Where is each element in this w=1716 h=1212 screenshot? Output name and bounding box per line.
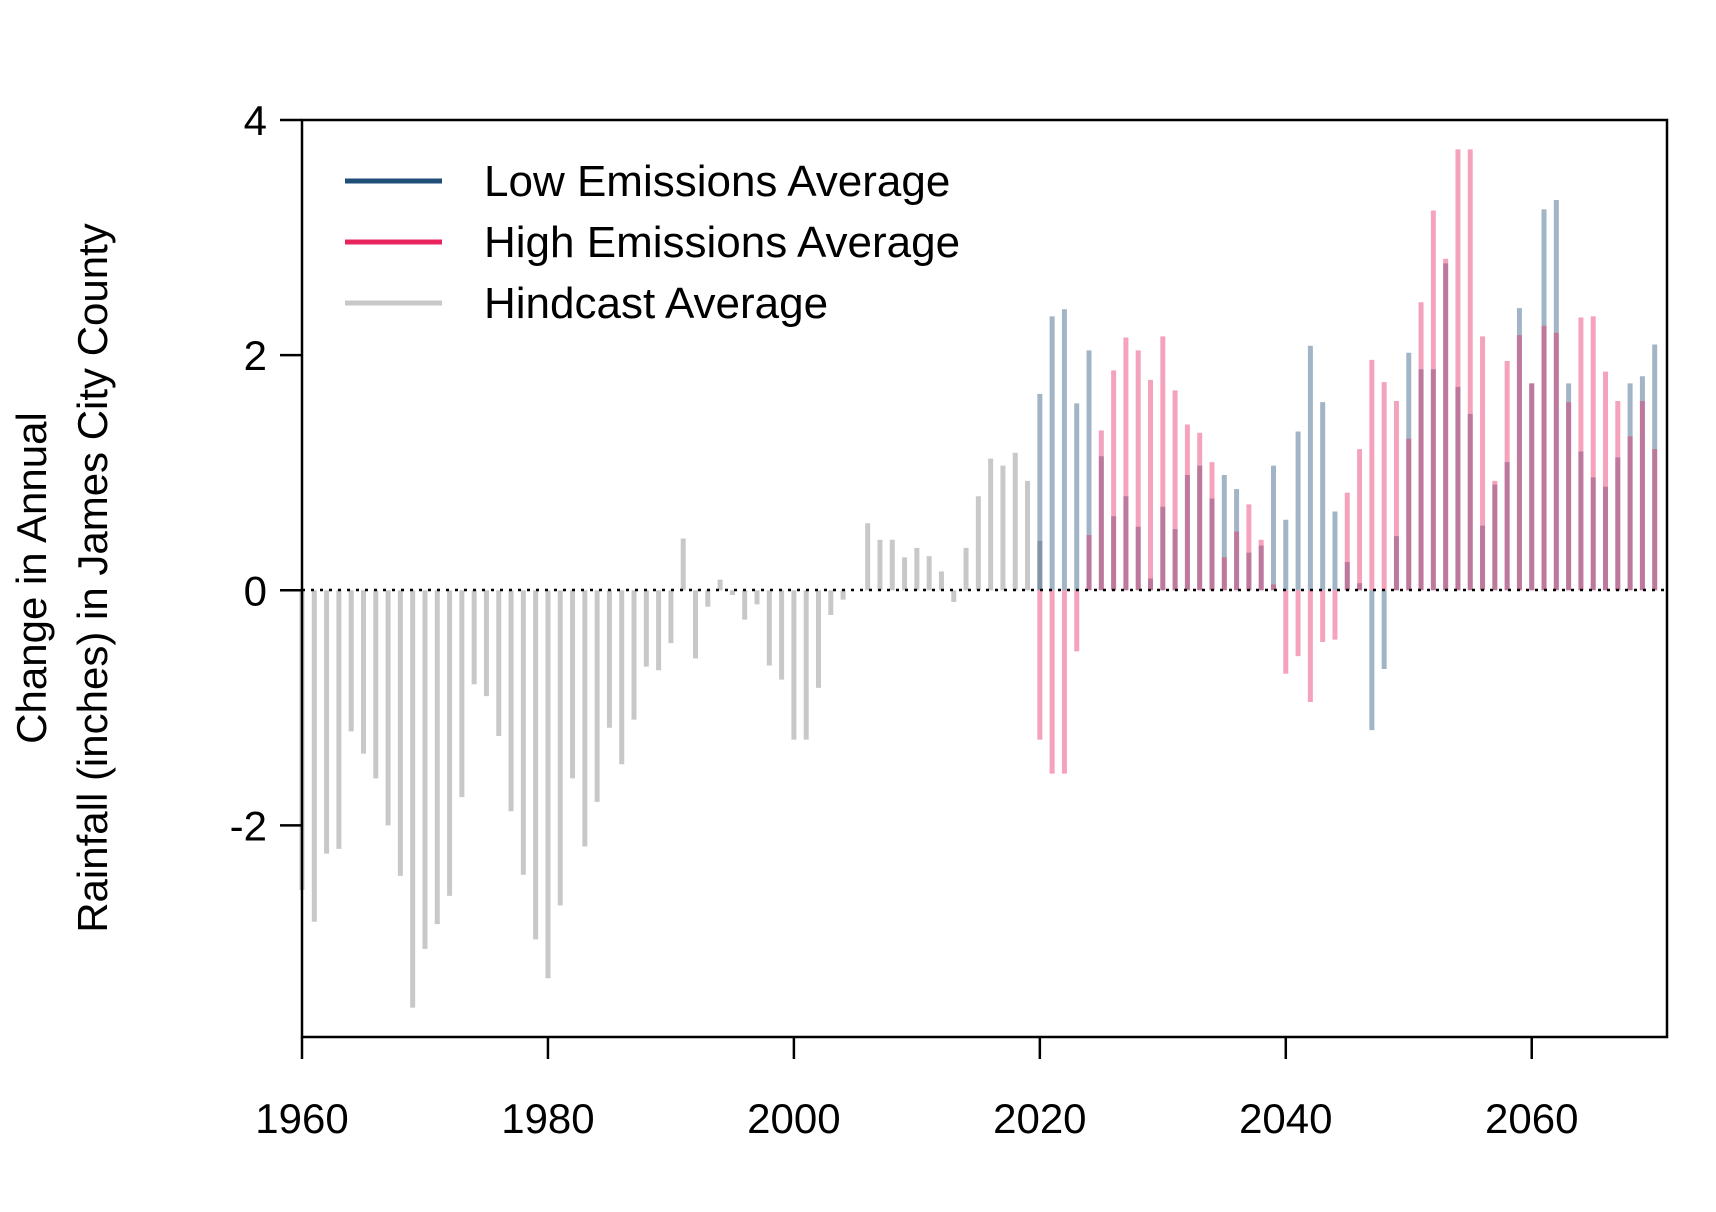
legend-label-high: High Emissions Average — [484, 218, 960, 267]
y-axis-title-line2: Rainfall (inches) in James City County — [69, 223, 116, 933]
y-tick-label: 0 — [244, 567, 267, 614]
y-axis-title-line1: Change in Annual — [8, 412, 55, 744]
x-tick-label: 2060 — [1485, 1095, 1578, 1142]
hindcast-bars — [299, 452, 1043, 1008]
high-emissions-bars — [1037, 149, 1658, 774]
y-tick-label: 2 — [244, 332, 267, 379]
legend-label-hindcast: Hindcast Average — [484, 279, 828, 328]
legend-label-low: Low Emissions Average — [484, 157, 950, 206]
y-tick-label: 4 — [244, 97, 267, 144]
plot-frame — [300, 118, 1669, 1039]
x-tick-label: 2020 — [993, 1095, 1086, 1142]
legend: Low Emissions Average High Emissions Ave… — [345, 157, 960, 328]
x-tick-label: 1980 — [501, 1095, 594, 1142]
y-axis: -2 0 2 4 — [230, 97, 302, 849]
y-tick-label: -2 — [230, 802, 267, 849]
x-tick-label: 1960 — [255, 1095, 348, 1142]
x-axis: 1960 1980 2000 2020 2040 2060 — [255, 1037, 1578, 1142]
low-emissions-bars — [1037, 199, 1658, 731]
x-tick-label: 2000 — [747, 1095, 840, 1142]
x-tick-label: 2040 — [1239, 1095, 1332, 1142]
